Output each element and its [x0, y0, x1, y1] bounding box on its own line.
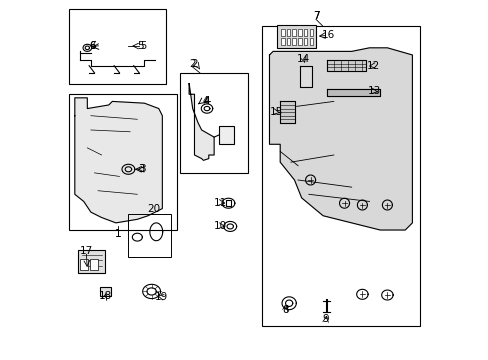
- Polygon shape: [189, 84, 214, 160]
- Bar: [276, 24, 315, 48]
- Bar: [225, 201, 231, 206]
- Text: 15: 15: [269, 107, 283, 117]
- Bar: [69, 9, 165, 84]
- Text: 6: 6: [89, 41, 96, 51]
- Text: 2: 2: [189, 59, 196, 69]
- Text: 17: 17: [80, 247, 93, 256]
- Bar: [219, 126, 233, 144]
- Polygon shape: [299, 66, 312, 87]
- Bar: [78, 249, 105, 273]
- Bar: [80, 259, 88, 270]
- Polygon shape: [326, 60, 365, 71]
- Bar: [298, 29, 301, 36]
- Text: 20: 20: [146, 203, 160, 213]
- Bar: [286, 38, 290, 45]
- Text: 5: 5: [141, 41, 146, 51]
- Bar: [180, 73, 247, 173]
- Bar: [298, 38, 301, 45]
- Bar: [100, 287, 110, 296]
- Text: 19: 19: [155, 292, 168, 302]
- Bar: [309, 38, 312, 45]
- Bar: [281, 29, 284, 36]
- Text: 14: 14: [296, 54, 309, 64]
- Polygon shape: [269, 48, 411, 230]
- Text: 2: 2: [191, 59, 198, 69]
- Bar: [309, 29, 312, 36]
- Bar: [69, 94, 176, 230]
- Text: 3: 3: [139, 164, 146, 174]
- Text: 3: 3: [138, 164, 143, 174]
- Bar: [128, 214, 171, 257]
- Bar: [303, 29, 307, 36]
- Text: 11: 11: [213, 198, 226, 207]
- Text: 4: 4: [203, 96, 209, 107]
- Text: 8: 8: [282, 305, 288, 315]
- Polygon shape: [280, 102, 294, 123]
- Text: 9: 9: [322, 314, 328, 324]
- Text: 7: 7: [312, 11, 319, 21]
- Text: 1: 1: [114, 229, 121, 239]
- Text: 18: 18: [99, 291, 112, 301]
- Text: 6: 6: [89, 41, 96, 51]
- Bar: [292, 38, 295, 45]
- Text: 10: 10: [213, 221, 226, 231]
- Text: 4: 4: [202, 96, 208, 107]
- Text: 12: 12: [366, 61, 380, 71]
- Text: 1: 1: [114, 229, 121, 239]
- Text: 7: 7: [312, 11, 319, 21]
- Text: 13: 13: [367, 86, 381, 96]
- Bar: [292, 29, 295, 36]
- Bar: [281, 38, 284, 45]
- Text: 16: 16: [321, 30, 334, 40]
- Bar: [303, 38, 307, 45]
- Bar: [90, 259, 98, 270]
- Bar: [286, 29, 290, 36]
- Polygon shape: [75, 98, 162, 223]
- Bar: [262, 26, 419, 327]
- Text: 5: 5: [137, 41, 144, 51]
- Polygon shape: [326, 89, 380, 96]
